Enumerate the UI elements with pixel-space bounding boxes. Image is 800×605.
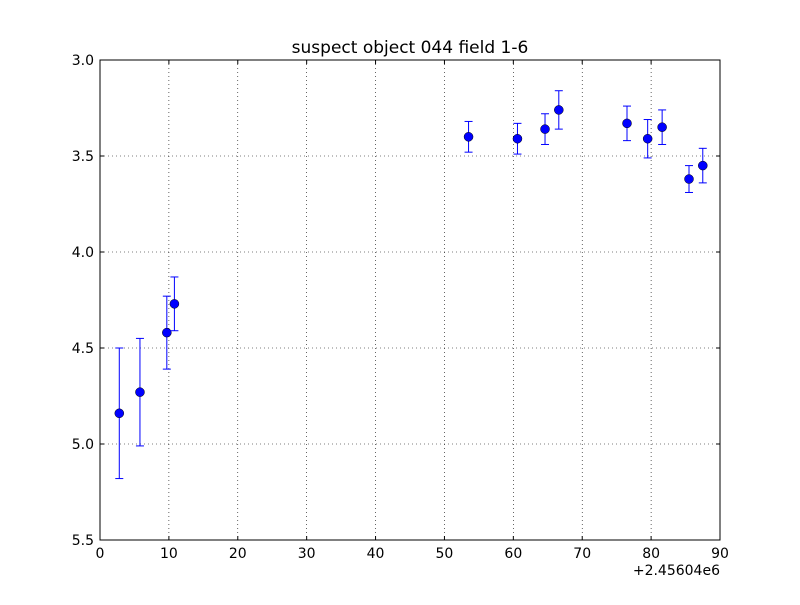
label-layer: 0 10 20 30 40 50 60 70 80 90 3.0 3.5 4.0 4.5 5.0 5.5 — [72, 53, 729, 562]
x-tick-label: 30 — [298, 546, 316, 562]
y-tick-label: 5.0 — [72, 437, 94, 453]
data-point — [512, 133, 523, 144]
x-tick-label: 80 — [642, 546, 660, 562]
x-tick-label: 60 — [504, 546, 522, 562]
data-point — [463, 132, 474, 142]
y-tick-label: 4.0 — [72, 245, 94, 261]
data-point — [698, 160, 708, 171]
data-point — [657, 122, 667, 132]
data-layer — [114, 90, 708, 480]
data-point — [642, 133, 653, 144]
data-point — [114, 408, 125, 419]
x-offset-label: +2.45604e6 — [633, 563, 720, 579]
data-point — [540, 124, 550, 134]
x-tick-label: 20 — [229, 546, 247, 562]
x-tick-label: 50 — [436, 546, 454, 562]
data-point — [169, 299, 180, 309]
x-tick-label: 90 — [711, 546, 729, 562]
y-tick-label: 4.5 — [72, 341, 94, 357]
data-point — [135, 387, 145, 397]
y-tick-label: 3.0 — [72, 53, 94, 69]
x-tick-label: 10 — [160, 546, 178, 562]
data-point — [684, 174, 694, 184]
y-tick-label: 5.5 — [72, 533, 94, 549]
x-tick-label: 40 — [367, 546, 385, 562]
chart-title: suspect object 044 field 1-6 — [292, 38, 529, 58]
x-tick-label: 0 — [96, 546, 105, 562]
y-tick-label: 3.5 — [72, 149, 94, 165]
plot-frame — [99, 59, 721, 541]
plot-area — [100, 60, 720, 540]
data-point — [622, 118, 632, 129]
data-point — [162, 327, 172, 338]
data-point — [554, 105, 564, 115]
x-tick-label: 70 — [573, 546, 591, 562]
